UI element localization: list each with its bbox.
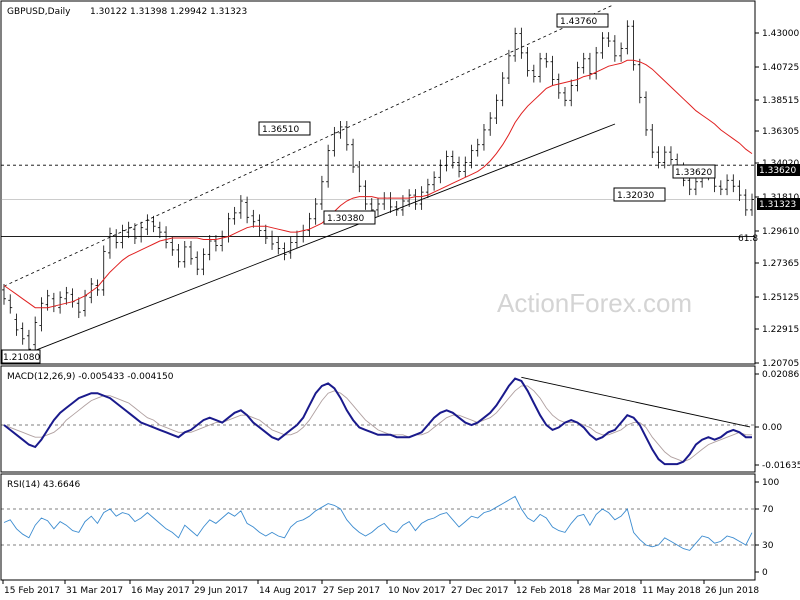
chart-symbol: GBPUSD,Daily xyxy=(7,7,71,17)
price-tick-label: 1.22915 xyxy=(762,325,799,335)
svg-text:1.33620: 1.33620 xyxy=(675,168,712,178)
moving-average-line xyxy=(3,59,753,309)
date-tick-label: 29 Jun 2017 xyxy=(194,586,248,596)
svg-text:1.21080: 1.21080 xyxy=(3,353,40,363)
price-tick-label: 1.25125 xyxy=(762,293,799,303)
rsi-layer xyxy=(1,495,755,551)
price-tick-label: 1.29610 xyxy=(762,227,799,237)
channel-lower-trendline xyxy=(29,123,616,353)
macd-trendline xyxy=(521,376,751,428)
date-tick-label: 12 Feb 2018 xyxy=(516,586,572,596)
level-price-tag: 1.33620 xyxy=(757,164,800,176)
svg-text:1.32030: 1.32030 xyxy=(617,191,654,201)
svg-text:1.43760: 1.43760 xyxy=(560,17,597,27)
price-panel-frame xyxy=(0,0,756,365)
current-price-tag: 1.31323 xyxy=(757,198,800,210)
date-tick-label: 28 Mar 2018 xyxy=(579,586,636,596)
date-tick-label: 26 Jun 2018 xyxy=(705,586,759,596)
date-tick-label: 10 Nov 2017 xyxy=(388,586,446,596)
channel-upper-dashed xyxy=(3,5,613,287)
chart-low: 1.29942 xyxy=(170,7,207,17)
price-tick-label: 1.43000 xyxy=(762,29,799,39)
annotation-high-top: 1.43760 xyxy=(556,13,609,28)
rsi-tick-label: 0 xyxy=(762,568,768,578)
date-tick-label: 31 Mar 2017 xyxy=(66,586,123,596)
price-tick-label: 1.36305 xyxy=(762,127,799,137)
svg-text:1.36510: 1.36510 xyxy=(262,125,299,135)
rsi-label: RSI(14) 43.6646 xyxy=(7,480,80,490)
chart-open: 1.30122 xyxy=(90,7,127,17)
macd-label: MACD(12,26,9) -0.005433 -0.004150 xyxy=(7,372,174,382)
macd-panel-frame xyxy=(0,365,756,473)
annotation-low-may: 1.32030 xyxy=(613,187,666,202)
price-tick-label: 1.38515 xyxy=(762,96,799,106)
date-tick-label: 27 Sep 2017 xyxy=(323,586,380,596)
chart-close: 1.31323 xyxy=(210,7,247,17)
macd-layer xyxy=(1,376,755,466)
date-tick-label: 11 May 2018 xyxy=(642,586,701,596)
actionforex-watermark: ActionForex.com xyxy=(497,288,692,318)
annotation-high-aug: 1.36510 xyxy=(258,121,311,136)
svg-text:1.33620: 1.33620 xyxy=(759,166,796,176)
date-tick-label: 15 Feb 2017 xyxy=(4,586,60,596)
svg-text:1.30380: 1.30380 xyxy=(327,214,364,224)
macd-tick-label: 0.020861 xyxy=(762,370,800,380)
price-tick-label: 1.20705 xyxy=(762,359,799,369)
price-tick-label: 1.40725 xyxy=(762,63,799,73)
rsi-tick-label: 100 xyxy=(762,478,779,488)
svg-text:1.31323: 1.31323 xyxy=(759,200,796,210)
date-tick-label: 27 Dec 2017 xyxy=(451,586,509,596)
annotation-low-start: 1.21080 xyxy=(1,349,41,364)
date-tick-label: 14 Aug 2017 xyxy=(259,586,317,596)
macd-main-line xyxy=(3,377,752,466)
annotation-low-oct: 1.30380 xyxy=(323,210,376,225)
macd-tick-label: -0.016357 xyxy=(762,461,800,471)
date-tick-label: 16 May 2017 xyxy=(131,586,190,596)
rsi-tick-label: 70 xyxy=(762,505,774,515)
macd-tick-label: 0.00 xyxy=(762,423,782,433)
chart-high: 1.31398 xyxy=(130,7,167,17)
rsi-line xyxy=(3,495,753,551)
macd-signal-line xyxy=(3,385,752,463)
rsi-tick-label: 30 xyxy=(762,541,774,551)
fib-label: 61.8 xyxy=(738,234,758,244)
annotation-level: 1.33620 xyxy=(672,164,716,179)
price-tick-label: 1.27365 xyxy=(762,259,799,269)
